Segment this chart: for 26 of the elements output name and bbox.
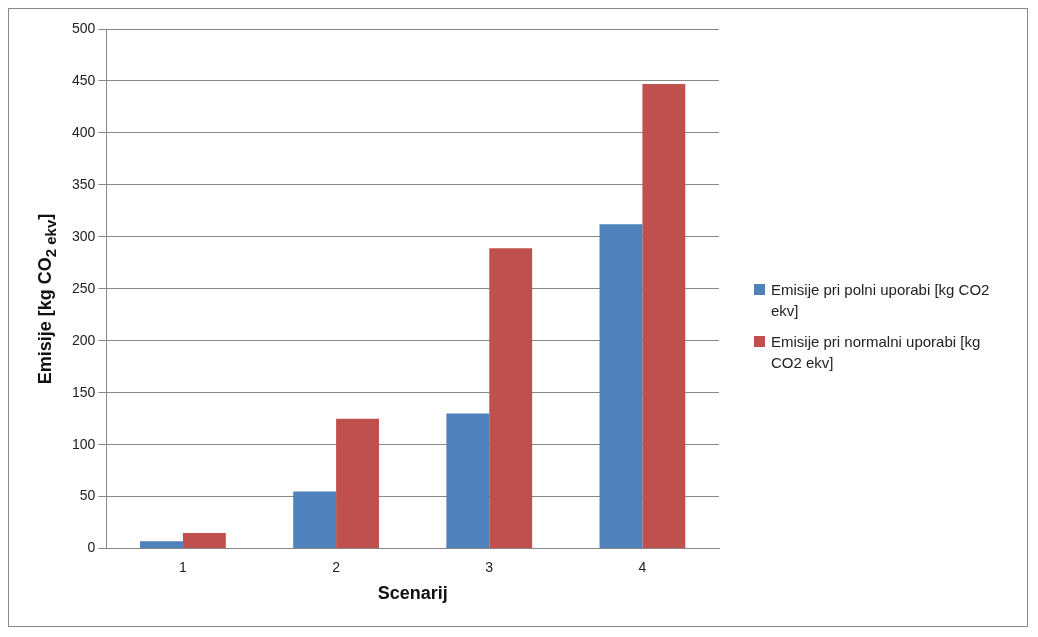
bar [336, 418, 379, 549]
bar [599, 224, 643, 549]
bar [446, 413, 490, 549]
x-tick-label: 3 [485, 558, 494, 575]
y-tick-label: 250 [72, 279, 96, 296]
bar [489, 248, 533, 549]
x-axis-title: Scenarij [377, 583, 448, 604]
y-tick-label: 150 [72, 383, 96, 400]
y-tick-label: 300 [72, 227, 96, 244]
bar [140, 541, 183, 549]
y-tick-label: 500 [72, 19, 96, 36]
x-tick-label: 1 [179, 558, 188, 575]
x-tick-label: 4 [638, 558, 647, 575]
legend-label: Emisije pri normalni uporabi [kg CO2 ekv] [771, 332, 982, 373]
y-tick-label: 350 [72, 175, 96, 192]
y-tick-label: 100 [72, 435, 96, 452]
legend-label: Emisije pri polni uporabi [kg CO2 ekv] [771, 280, 991, 321]
y-tick-label: 400 [72, 123, 96, 140]
y-tick-label: 50 [79, 487, 96, 504]
y-tick-label: 0 [87, 539, 96, 556]
y-tick-label: 450 [72, 71, 96, 88]
bar [182, 533, 226, 549]
y-tick-label: 200 [72, 331, 96, 348]
bar [293, 491, 337, 549]
x-tick-label: 2 [332, 558, 341, 575]
bar [642, 84, 686, 549]
